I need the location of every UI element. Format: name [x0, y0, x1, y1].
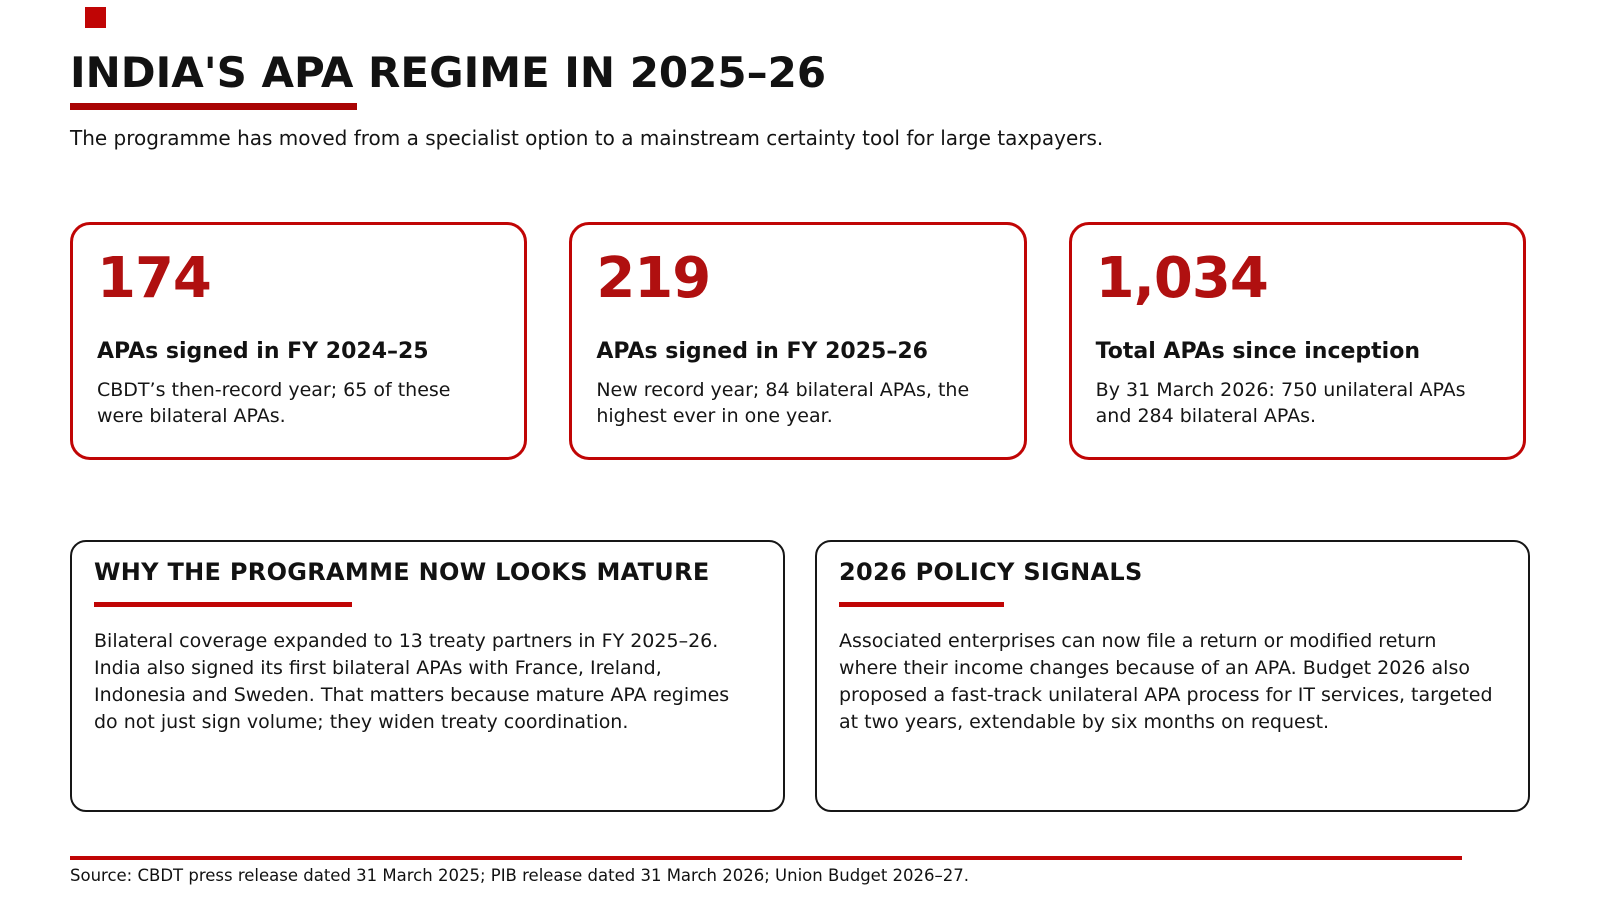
stat-card-row: 174 APAs signed in FY 2024–25 CBDT’s the…: [70, 222, 1526, 460]
heading-underline: [94, 602, 352, 607]
info-body: Associated enterprises can now file a re…: [839, 630, 1493, 733]
stat-value: 174: [97, 246, 212, 311]
info-heading: WHY THE PROGRAMME NOW LOOKS MATURE: [94, 558, 710, 586]
source-note: Source: CBDT press release dated 31 Marc…: [70, 866, 970, 885]
page-title: INDIA'S APA REGIME IN 2025–26: [70, 48, 827, 97]
title-underline: [70, 103, 357, 110]
stat-description: By 31 March 2026: 750 unilateral APAs an…: [1095, 379, 1466, 428]
info-heading: 2026 POLICY SIGNALS: [839, 558, 1143, 586]
stat-label: Total APAs since inception: [1095, 339, 1420, 365]
page-subtitle: The programme has moved from a specialis…: [70, 126, 1104, 150]
stat-description: New record year; 84 bilateral APAs, the …: [596, 379, 970, 428]
info-card-policy-signals: 2026 POLICY SIGNALS Associated enterpris…: [815, 540, 1530, 812]
brand-mark-square: [85, 7, 106, 28]
stat-label: APAs signed in FY 2025–26: [596, 339, 928, 365]
stat-description: CBDT’s then-record year; 65 of these wer…: [97, 379, 451, 428]
stat-card-fy2024-25: 174 APAs signed in FY 2024–25 CBDT’s the…: [70, 222, 528, 460]
info-card-row: WHY THE PROGRAMME NOW LOOKS MATURE Bilat…: [70, 540, 1530, 812]
stat-value: 1,034: [1095, 246, 1269, 311]
stat-value: 219: [596, 246, 711, 311]
info-card-maturity: WHY THE PROGRAMME NOW LOOKS MATURE Bilat…: [70, 540, 785, 812]
footer-divider-line: [70, 856, 1462, 860]
info-body: Bilateral coverage expanded to 13 treaty…: [94, 630, 730, 733]
stat-card-fy2025-26: 219 APAs signed in FY 2025–26 New record…: [569, 222, 1027, 460]
stat-label: APAs signed in FY 2024–25: [97, 339, 429, 365]
stat-card-total: 1,034 Total APAs since inception By 31 M…: [1068, 222, 1526, 460]
heading-underline: [839, 602, 1004, 607]
